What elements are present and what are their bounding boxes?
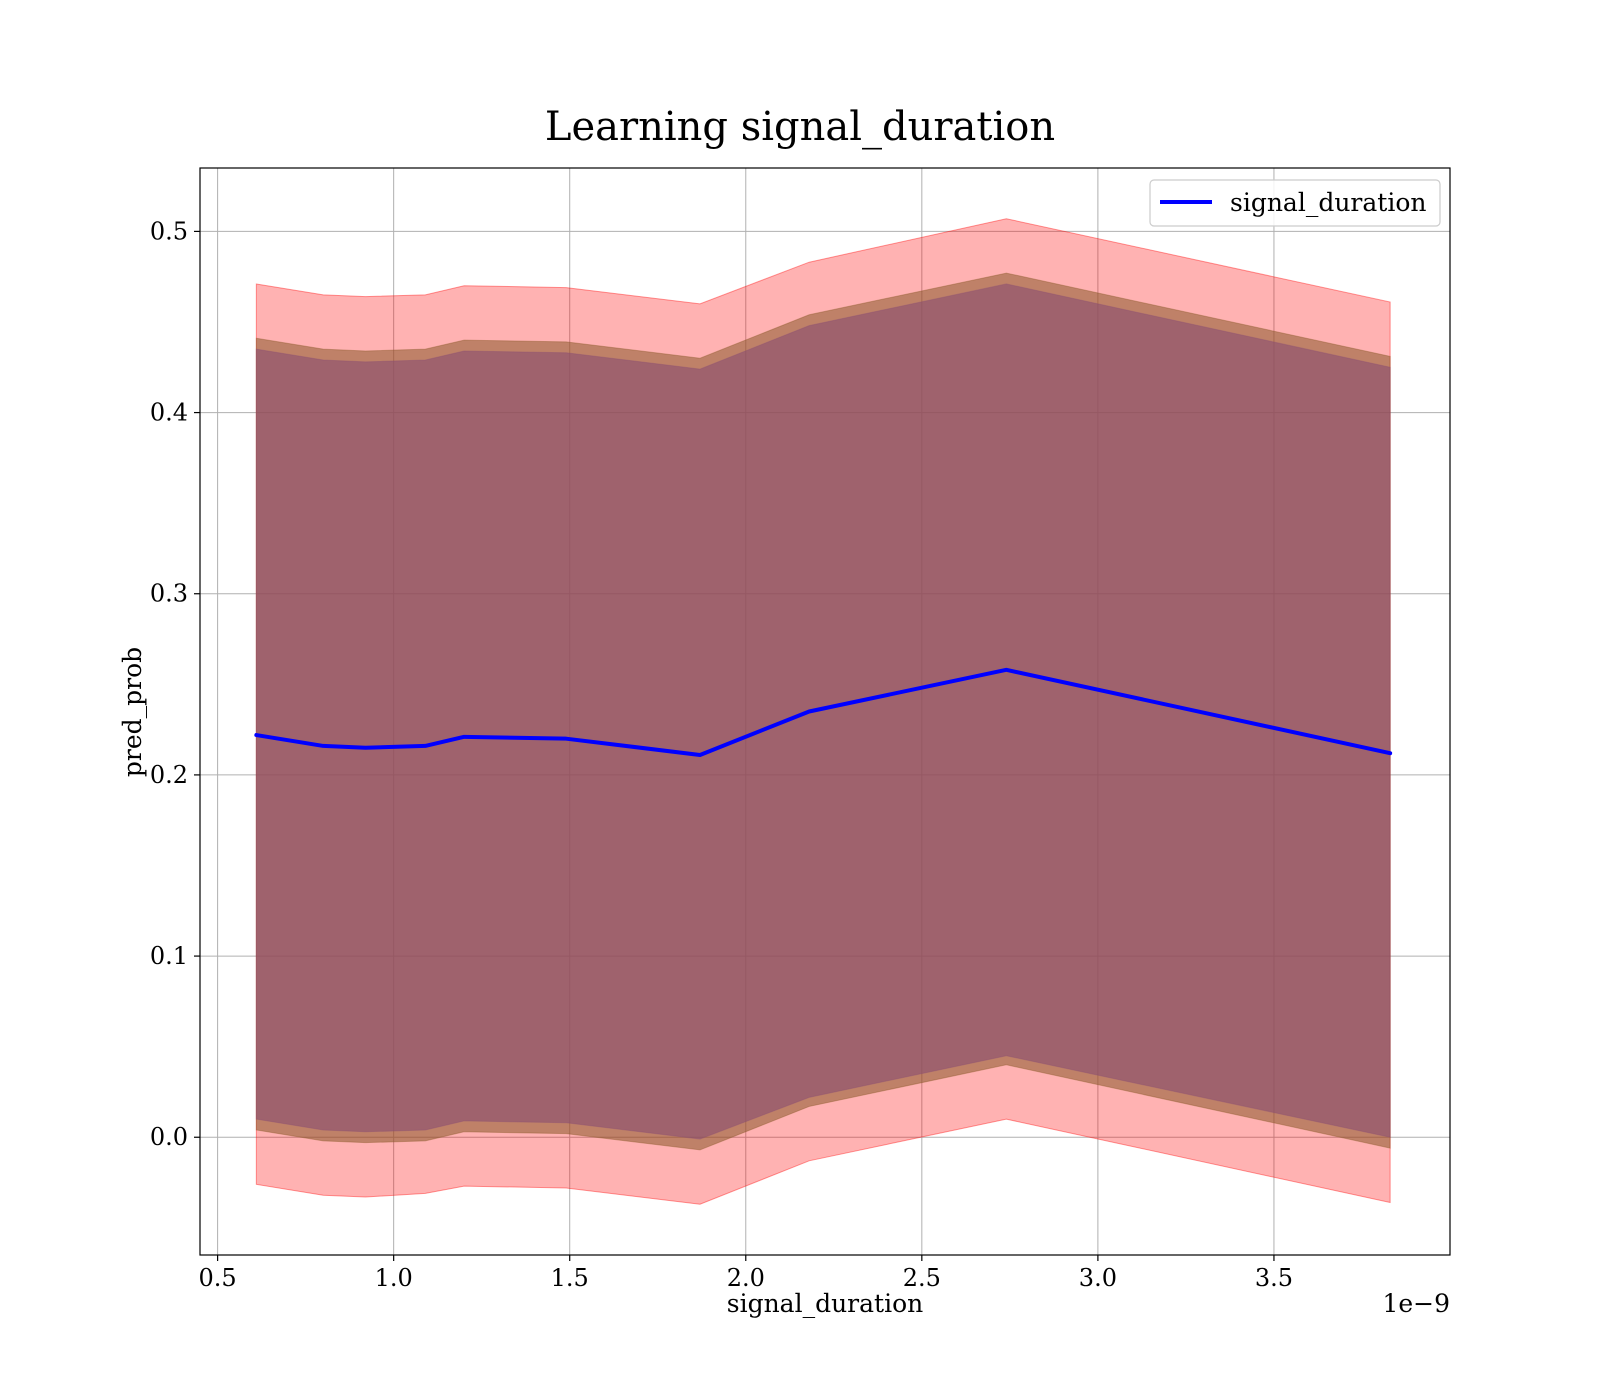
band-area-3 bbox=[255, 283, 1391, 1140]
y-axis-label: pred_prob bbox=[118, 647, 147, 777]
y-tick-label: 0.0 bbox=[150, 1123, 188, 1151]
y-tick-label: 0.2 bbox=[150, 761, 188, 789]
x-tick-label: 3.5 bbox=[1255, 1264, 1293, 1292]
y-tick-label: 0.5 bbox=[150, 217, 188, 245]
legend-box bbox=[1149, 179, 1441, 227]
x-tick-label: 3.0 bbox=[1079, 1264, 1117, 1292]
legend: signal_duration bbox=[1149, 179, 1441, 227]
x-tick-label: 1.5 bbox=[551, 1264, 589, 1292]
y-tick-label: 0.4 bbox=[150, 399, 188, 427]
x-axis-ticks: 0.5 1.0 1.5 2.0 2.5 3.0 3.5 bbox=[199, 1255, 1293, 1292]
series-line-signal_duration bbox=[254, 667, 1393, 757]
x-tick-label: 0.5 bbox=[199, 1264, 237, 1292]
x-tick-label: 2.5 bbox=[903, 1264, 941, 1292]
plot-area-frame bbox=[199, 167, 1451, 1256]
legend-label: signal_duration bbox=[1230, 188, 1426, 217]
series-lines bbox=[254, 667, 1393, 757]
x-tick-label: 1.0 bbox=[375, 1264, 413, 1292]
confidence-bands bbox=[255, 218, 1391, 1205]
chart-title: Learning signal_duration bbox=[545, 104, 1055, 150]
y-tick-label: 0.1 bbox=[150, 942, 188, 970]
x-axis-label: signal_duration bbox=[727, 1289, 923, 1318]
x-tick-label: 2.0 bbox=[727, 1264, 765, 1292]
x-axis-offset-label: 1e−9 bbox=[1382, 1289, 1450, 1318]
y-tick-label: 0.3 bbox=[150, 580, 188, 608]
y-axis-ticks: 0.0 0.1 0.2 0.3 0.4 0.5 bbox=[150, 217, 200, 1151]
